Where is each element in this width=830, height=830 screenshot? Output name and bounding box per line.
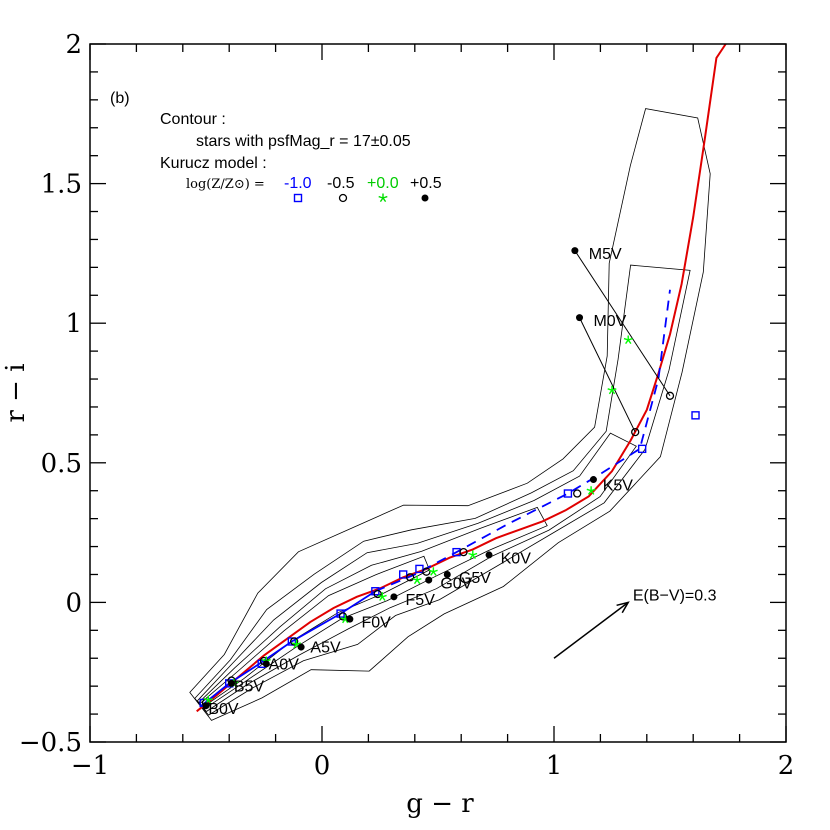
axis-tick-labels: −1 0 1 2 −0.5 0 0.5 1 1.5 2 — [19, 30, 794, 781]
spectral-type-label: F0V — [361, 615, 391, 632]
spectral-type-label: B0V — [208, 701, 239, 718]
data-point — [576, 314, 584, 322]
logz-label: log(Z/Z⊙) = — [186, 177, 265, 192]
connector-line — [579, 317, 636, 433]
x-tick-label: 2 — [778, 751, 795, 781]
data-point — [202, 702, 210, 710]
data-point — [390, 593, 398, 601]
data-point — [287, 637, 297, 646]
data-point — [290, 637, 299, 646]
y-tick-label: 0 — [65, 588, 82, 618]
x-axis-title: g − r — [406, 789, 474, 819]
model-curve — [375, 289, 671, 593]
y-axis-title: r − i — [1, 363, 31, 422]
data-point — [485, 551, 493, 559]
data-point — [631, 427, 640, 437]
spectral-type-label: B5V — [234, 679, 265, 696]
y-tick-label: 1.5 — [41, 170, 82, 200]
data-point — [203, 695, 213, 705]
legend-label: -0.5 — [327, 175, 355, 192]
x-tick-label: 1 — [546, 751, 563, 781]
axis-ticks — [89, 43, 787, 743]
model-curves — [196, 43, 727, 713]
data-point — [262, 660, 270, 668]
y-tick-label: 0.5 — [41, 449, 82, 479]
spectral-type-label: K0V — [501, 550, 532, 567]
reddening-label: E(B−V)=0.3 — [633, 587, 717, 604]
contour-title: Contour : — [160, 111, 226, 128]
contour-group — [189, 108, 711, 721]
data-point — [399, 570, 408, 579]
data-point — [691, 411, 700, 420]
spectral-type-label: M0V — [593, 313, 626, 330]
spectral-type-label: F5V — [406, 592, 436, 609]
contour-level — [198, 506, 548, 710]
legend-label: -1.0 — [284, 175, 312, 192]
data-point — [589, 476, 597, 484]
legend-label: +0.5 — [410, 175, 442, 192]
spectral-type-label: G5V — [459, 570, 491, 587]
data-point — [443, 570, 451, 578]
data-point — [373, 589, 382, 599]
x-tick-label: −1 — [71, 751, 109, 781]
kurucz-title: Kurucz model : — [160, 155, 267, 172]
contour-level — [194, 264, 691, 716]
contour-level — [196, 432, 637, 713]
legend-marker — [378, 193, 388, 203]
metallicity-legend: -1.0 -0.5 +0.0 +0.5 — [284, 175, 442, 203]
model-curve — [196, 43, 727, 713]
reddening-arrow-shaft — [553, 601, 629, 659]
data-point — [228, 679, 236, 687]
data-point — [665, 391, 675, 400]
data-point — [459, 547, 468, 557]
legend-label: +0.0 — [367, 175, 399, 192]
legend-marker — [338, 193, 348, 203]
y-tick-label: 2 — [65, 30, 82, 60]
data-point — [297, 643, 305, 651]
data-point — [573, 489, 582, 498]
contour-description: stars with psfMag_r = 17±0.05 — [196, 133, 411, 150]
data-point — [607, 385, 617, 395]
reddening-vector — [553, 601, 630, 659]
data-point — [637, 444, 647, 454]
data-point — [346, 615, 354, 623]
data-point — [377, 592, 387, 601]
legend-marker — [421, 194, 429, 202]
data-point — [586, 486, 596, 495]
data-point — [415, 564, 424, 574]
data-point — [563, 489, 573, 498]
y-tick-label: 1 — [65, 309, 82, 339]
y-tick-label: −0.5 — [19, 728, 82, 758]
data-point — [468, 550, 478, 560]
model-curve — [200, 590, 376, 707]
connector-line — [574, 250, 671, 397]
spectral-type-label: A5V — [310, 640, 341, 657]
data-point — [571, 247, 579, 255]
data-point — [425, 576, 433, 584]
model-points — [199, 247, 700, 710]
spectral-type-label: K5V — [603, 478, 634, 495]
reddening-arrow-head — [616, 601, 630, 614]
data-point — [412, 575, 422, 585]
legend-marker — [293, 193, 303, 203]
contour-level — [189, 108, 711, 721]
spectral-type-label: M5V — [589, 246, 622, 263]
plot-frame — [89, 43, 787, 743]
spectral-type-label: G0V — [440, 575, 472, 592]
data-point — [422, 567, 431, 576]
data-point — [428, 567, 438, 576]
model-connectors — [574, 250, 671, 433]
spectral-type-label: A0V — [269, 656, 300, 673]
data-point — [338, 612, 348, 621]
data-point — [623, 335, 633, 345]
panel-label: (b) — [110, 90, 130, 107]
x-tick-label: 0 — [314, 751, 331, 781]
data-point — [406, 573, 415, 582]
